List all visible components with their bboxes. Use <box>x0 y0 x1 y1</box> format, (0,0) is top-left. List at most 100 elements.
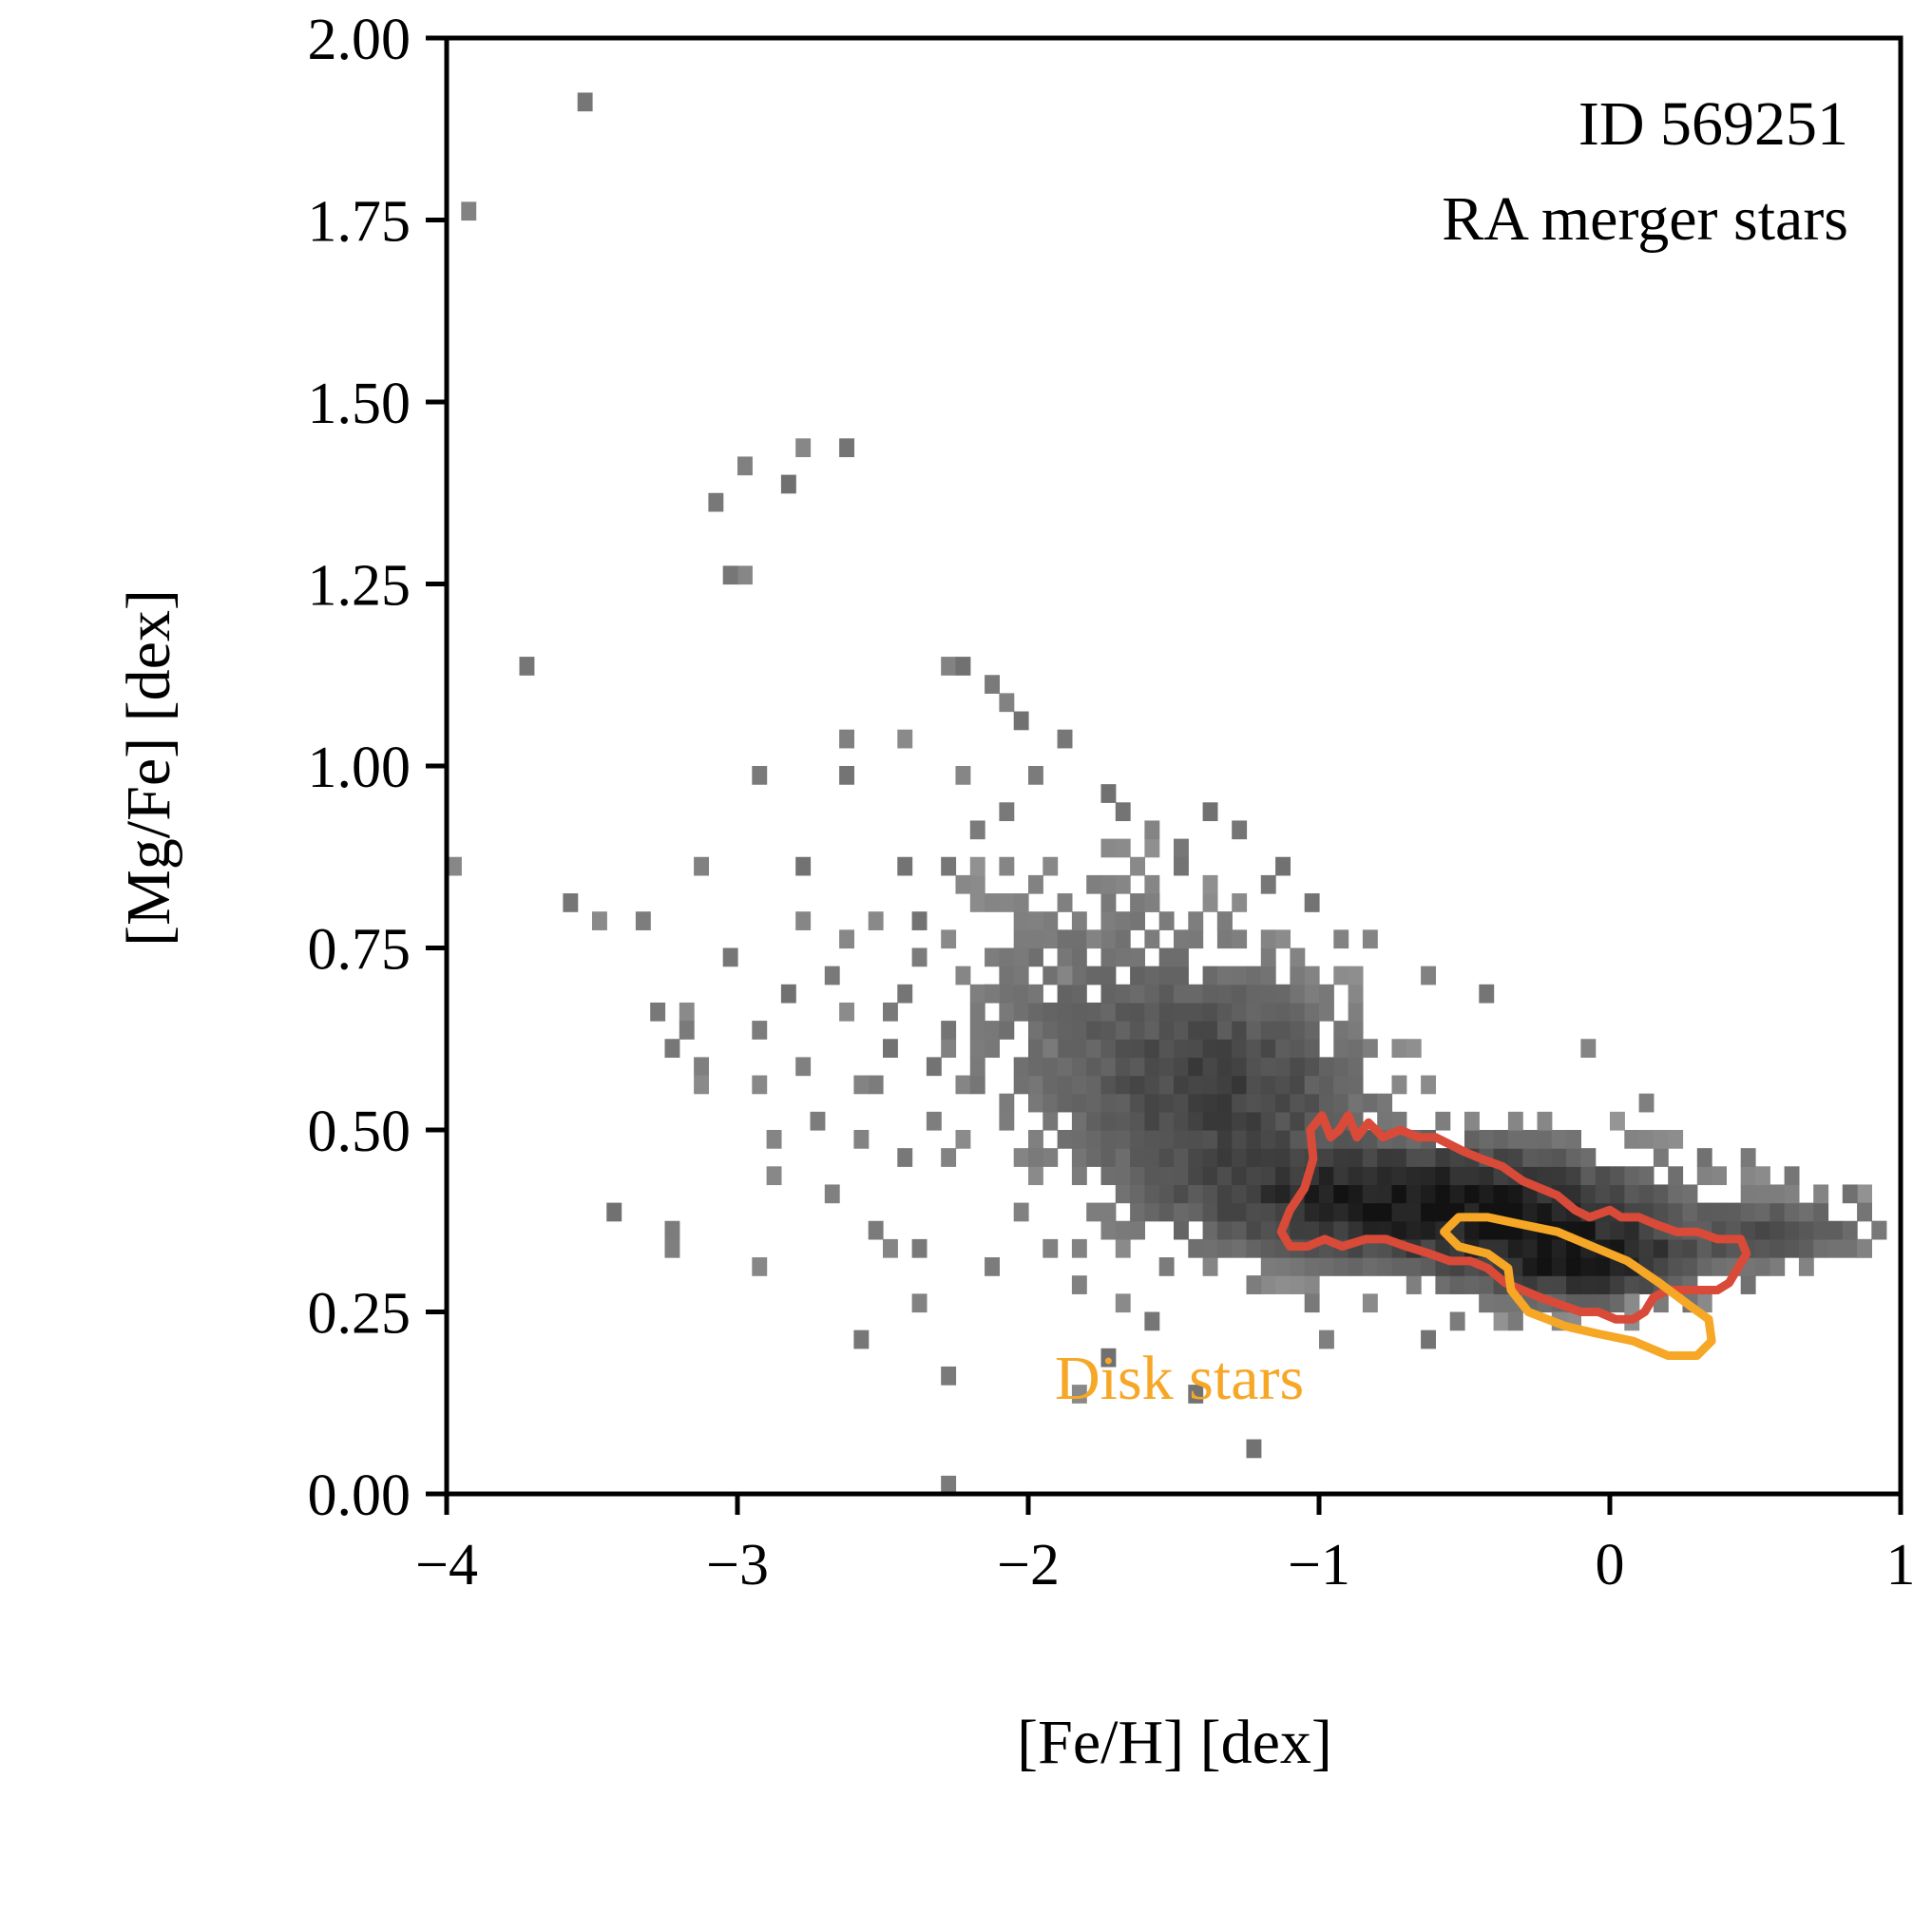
heatmap-bin <box>1391 1166 1407 1186</box>
heatmap-bin <box>1144 1057 1160 1077</box>
heatmap-bin <box>1028 1166 1043 1186</box>
heatmap-bin <box>1638 1093 1655 1113</box>
heatmap-bin <box>1202 1021 1218 1040</box>
heatmap-bin <box>999 966 1015 985</box>
y-tick-label: 2.00 <box>308 8 411 72</box>
heatmap-bin <box>941 1366 957 1386</box>
heatmap-bin <box>1290 1111 1306 1131</box>
heatmap-bin <box>1174 1075 1189 1095</box>
heatmap-bin <box>1304 1075 1320 1095</box>
heatmap-bin <box>985 1257 1000 1276</box>
heatmap-bin <box>1100 947 1117 967</box>
heatmap-bin <box>1188 1002 1204 1022</box>
heatmap-bin <box>1726 1238 1742 1258</box>
heatmap-bins <box>447 92 1887 1495</box>
heatmap-bin <box>1391 1075 1407 1095</box>
heatmap-bin <box>1348 966 1364 985</box>
heatmap-bin <box>1115 1075 1131 1095</box>
heatmap-bin <box>1216 929 1233 949</box>
heatmap-bin <box>1435 1148 1451 1167</box>
heatmap-bin <box>1464 1275 1480 1294</box>
annotation-label: RA merger stars <box>1442 184 1848 254</box>
heatmap-bin <box>1682 1238 1698 1258</box>
heatmap-bin <box>1624 1275 1640 1294</box>
heatmap-bin <box>1755 1202 1770 1222</box>
heatmap-bin <box>1260 1148 1276 1167</box>
heatmap-bin <box>1260 1130 1276 1149</box>
heatmap-bin <box>1071 1148 1087 1167</box>
heatmap-bin <box>1260 929 1276 949</box>
heatmap-bin <box>1391 1184 1407 1204</box>
heatmap-bin <box>1813 1238 1829 1258</box>
heatmap-bin <box>999 947 1015 967</box>
heatmap-bin <box>839 929 854 949</box>
heatmap-bin <box>1624 1166 1640 1186</box>
heatmap-bin <box>1246 1166 1262 1186</box>
heatmap-bin <box>1798 1257 1814 1276</box>
heatmap-bin <box>1115 1184 1131 1204</box>
heatmap-bin <box>1507 1238 1523 1258</box>
heatmap-bin <box>1275 1130 1291 1149</box>
heatmap-bin <box>1624 1220 1640 1240</box>
heatmap-bin <box>1493 1238 1509 1258</box>
heatmap-bin <box>1115 838 1131 858</box>
heatmap-bin <box>969 1057 985 1077</box>
heatmap-bin <box>1421 1166 1436 1186</box>
heatmap-bin <box>1057 1057 1073 1077</box>
x-tick-label: −3 <box>706 1533 769 1597</box>
heatmap-bin <box>1362 1093 1378 1113</box>
heatmap-bin <box>1638 1130 1655 1149</box>
heatmap-bin <box>1653 1130 1669 1149</box>
heatmap-bin <box>1260 1166 1276 1186</box>
heatmap-bin <box>1624 1293 1640 1313</box>
heatmap-bin <box>1158 1166 1175 1186</box>
heatmap-bin <box>1086 1202 1102 1222</box>
heatmap-bin <box>1493 1184 1509 1204</box>
heatmap-bin <box>1464 1184 1480 1204</box>
heatmap-bin <box>795 438 812 458</box>
heatmap-bin <box>1260 1075 1276 1095</box>
heatmap-bin <box>1144 1093 1160 1113</box>
heatmap-bin <box>1857 1238 1872 1258</box>
heatmap-bin <box>1174 1002 1189 1022</box>
heatmap-bin <box>1130 1130 1145 1149</box>
heatmap-bin <box>1232 1057 1248 1077</box>
heatmap-bin <box>969 856 985 876</box>
heatmap-bin <box>1769 1257 1786 1276</box>
heatmap-bin <box>1304 966 1320 985</box>
heatmap-bin <box>1144 1130 1160 1149</box>
heatmap-bin <box>1158 1039 1175 1058</box>
heatmap-bin <box>795 856 812 876</box>
heatmap-bin <box>1827 1220 1844 1240</box>
heatmap-bin <box>1362 1202 1378 1222</box>
heatmap-bin <box>1130 1002 1145 1022</box>
heatmap-bin <box>1668 1257 1684 1276</box>
heatmap-bin <box>1202 1075 1218 1095</box>
heatmap-bin <box>1100 1093 1117 1113</box>
heatmap-bin <box>824 966 840 985</box>
heatmap-bin <box>1043 856 1059 876</box>
heatmap-bin <box>1479 1220 1495 1240</box>
heatmap-bin <box>1551 1238 1567 1258</box>
heatmap-bin <box>1348 1075 1364 1095</box>
heatmap-bin <box>1275 1021 1291 1040</box>
heatmap-bin <box>1216 1130 1233 1149</box>
heatmap-bin <box>1333 1021 1349 1040</box>
heatmap-bin <box>1115 947 1131 967</box>
heatmap-bin <box>1537 1148 1553 1167</box>
heatmap-bin <box>1115 1039 1131 1058</box>
heatmap-bin <box>1246 1238 1262 1258</box>
heatmap-bin <box>1813 1220 1829 1240</box>
heatmap-bin <box>883 1039 898 1058</box>
heatmap-bin <box>853 1075 870 1095</box>
heatmap-bin <box>1493 1293 1509 1313</box>
heatmap-bin <box>1216 1039 1233 1058</box>
heatmap-bin <box>1216 911 1233 930</box>
heatmap-bin <box>1260 1257 1276 1276</box>
heatmap-bin <box>780 984 796 1004</box>
heatmap-bin <box>1057 947 1073 967</box>
heatmap-bin <box>868 1075 884 1095</box>
heatmap-bin <box>1653 1184 1669 1204</box>
heatmap-bin <box>1188 1057 1204 1077</box>
heatmap-bin <box>1130 1039 1145 1058</box>
